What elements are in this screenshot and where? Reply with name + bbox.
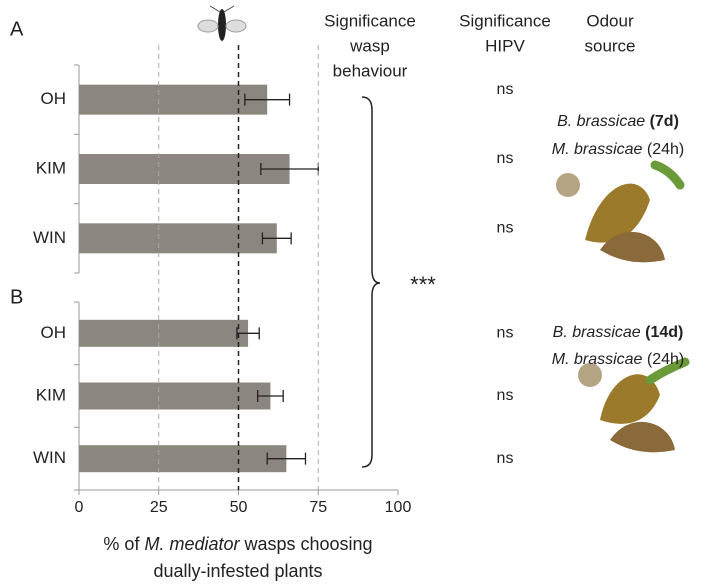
error-bar-line xyxy=(256,390,284,402)
error-bar xyxy=(236,327,260,340)
hipv-significance: ns xyxy=(497,450,514,467)
wasp-icon xyxy=(197,5,247,41)
label-part: wasps choosing xyxy=(239,534,372,554)
stage: (24h) xyxy=(642,351,684,368)
odour-source: M. brassicae (24h) xyxy=(552,351,685,368)
odour-source: B. brassicae (7d) xyxy=(557,113,679,130)
odour-source: B. brassicae (14d) xyxy=(553,324,684,341)
column-header: Odour xyxy=(586,11,634,30)
species: M. brassicae xyxy=(552,351,643,368)
hipv-significance: ns xyxy=(497,81,514,98)
bar xyxy=(79,223,277,254)
column-header: HIPV xyxy=(485,36,525,55)
bracket xyxy=(361,96,381,468)
hipv-significance: ns xyxy=(497,220,514,237)
error-bar xyxy=(261,232,292,245)
bar xyxy=(79,382,271,410)
bar xyxy=(79,154,290,184)
column-header: Significance xyxy=(324,11,416,30)
hipv-significance: ns xyxy=(497,325,514,342)
y-tick-label: OH xyxy=(41,323,67,342)
bar xyxy=(79,445,287,473)
y-tick-label: OH xyxy=(41,89,67,108)
column-header: behaviour xyxy=(333,61,408,80)
significance-stars: *** xyxy=(410,272,436,297)
y-tick-label: WIN xyxy=(33,228,66,247)
plant-image-b xyxy=(578,357,690,453)
x-tick-label: 75 xyxy=(309,499,327,516)
x-axis-label: dually-infested plants xyxy=(153,561,322,581)
bar xyxy=(79,84,268,115)
error-bar xyxy=(244,93,291,106)
error-bar xyxy=(266,452,307,465)
y-tick-label: KIM xyxy=(36,385,66,404)
error-bar-line xyxy=(266,452,307,465)
odour-source: M. brassicae (24h) xyxy=(552,141,685,158)
hipv-significance: ns xyxy=(497,150,514,167)
stage: (14d) xyxy=(641,324,684,341)
y-tick-label: WIN xyxy=(33,448,66,467)
x-tick-label: 0 xyxy=(75,499,84,516)
x-tick-label: 50 xyxy=(230,499,248,516)
y-tick-label: KIM xyxy=(36,158,66,177)
stage: (24h) xyxy=(642,141,684,158)
species: B. brassicae xyxy=(557,113,645,130)
error-bar-line xyxy=(236,327,260,340)
species: B. brassicae xyxy=(553,324,641,341)
x-tick-label: 25 xyxy=(150,499,168,516)
panel-label: A xyxy=(10,18,24,40)
plant-image-a xyxy=(556,160,685,263)
error-bar-line xyxy=(261,232,292,245)
column-header: source xyxy=(584,36,635,55)
column-header: wasp xyxy=(349,36,390,55)
x-tick-label: 100 xyxy=(385,499,412,516)
stage: (7d) xyxy=(645,113,679,130)
species: M. brassicae xyxy=(552,141,643,158)
bar xyxy=(79,319,249,347)
hipv-significance: ns xyxy=(497,387,514,404)
label-part: M. mediator xyxy=(144,534,240,554)
column-header: Significance xyxy=(459,11,551,30)
panel-label: B xyxy=(10,286,23,308)
error-bar xyxy=(256,390,284,402)
label-part: % of xyxy=(103,534,144,554)
error-bar-line xyxy=(244,93,291,106)
x-axis-label: % of M. mediator wasps choosing xyxy=(103,534,372,554)
